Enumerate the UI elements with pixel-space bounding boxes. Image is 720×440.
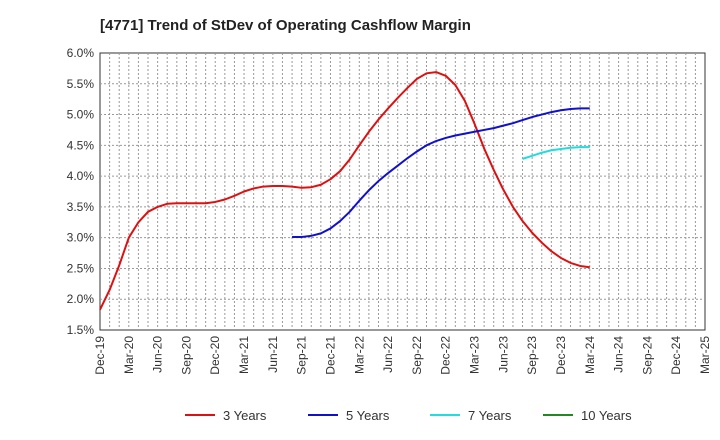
y-tick-label: 2.5% xyxy=(67,261,95,275)
grid-layer xyxy=(99,52,706,331)
x-tick-label: Dec-19 xyxy=(93,336,107,375)
x-tick-label: Sep-20 xyxy=(179,336,193,375)
x-tick-label: Jun-23 xyxy=(496,336,510,373)
x-tick-label: Dec-21 xyxy=(323,336,337,375)
series-layer xyxy=(99,71,590,311)
x-tick-label: Jun-21 xyxy=(266,336,280,373)
x-tick-label: Mar-24 xyxy=(583,336,597,374)
legend-label-7-years: 7 Years xyxy=(468,408,512,423)
legend: 3 Years 5 Years 7 Years 10 Years xyxy=(185,408,632,423)
x-tick-label: Sep-21 xyxy=(295,336,309,375)
plot-area xyxy=(99,52,706,331)
x-tick-label: Mar-25 xyxy=(698,336,712,374)
x-tick-label: Jun-20 xyxy=(151,336,165,373)
y-tick-label: 4.0% xyxy=(67,169,95,183)
x-tick-label: Dec-20 xyxy=(208,336,222,375)
y-tick-label: 2.0% xyxy=(67,292,95,306)
y-tick-label: 5.0% xyxy=(67,108,95,122)
x-tick-label: Jun-22 xyxy=(381,336,395,373)
y-tick-label: 3.0% xyxy=(67,231,95,245)
x-tick-label: Mar-20 xyxy=(122,336,136,374)
y-tick-label: 6.0% xyxy=(67,46,95,60)
x-tick-label: Dec-24 xyxy=(669,336,683,375)
x-tick-label: Dec-23 xyxy=(554,336,568,375)
x-tick-label: Mar-23 xyxy=(468,336,482,374)
y-tick-label: 1.5% xyxy=(67,323,95,337)
x-tick-label: Jun-24 xyxy=(612,336,626,373)
series-line-3-years xyxy=(99,71,590,311)
x-tick-label: Mar-22 xyxy=(352,336,366,374)
y-tick-label: 4.5% xyxy=(67,138,95,152)
y-tick-label: 5.5% xyxy=(67,77,95,91)
y-tick-label: 3.5% xyxy=(67,200,95,214)
x-tick-label: Sep-24 xyxy=(640,336,654,375)
x-tick-label: Sep-22 xyxy=(410,336,424,375)
series-line-7-years xyxy=(522,146,590,160)
series-line-5-years xyxy=(292,107,590,239)
x-tick-label: Mar-21 xyxy=(237,336,251,374)
x-tick-label: Dec-22 xyxy=(439,336,453,375)
axis-layer: 1.5% 2.0% 2.5% 3.0% 3.5% 4.0% 4.5% 5.0% 5.5% 6.0%… xyxy=(67,46,712,375)
x-tick-label: Sep-23 xyxy=(525,336,539,375)
legend-label-10-years: 10 Years xyxy=(581,408,632,423)
chart-title: [4771] Trend of StDev of Operating Cashf… xyxy=(100,17,471,34)
legend-label-5-years: 5 Years xyxy=(346,408,390,423)
legend-label-3-years: 3 Years xyxy=(223,408,267,423)
